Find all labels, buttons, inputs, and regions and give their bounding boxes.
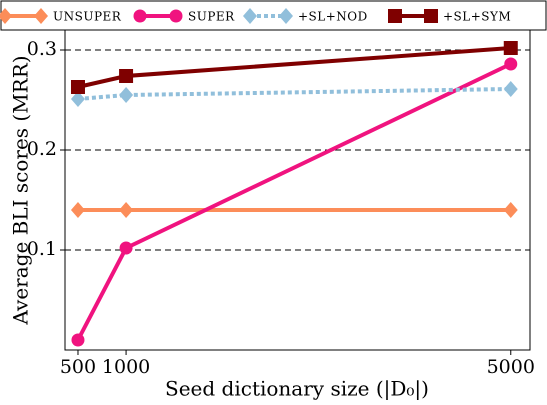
data-point	[119, 69, 134, 83]
series-line	[76, 62, 512, 341]
x-tick-label: 500	[60, 356, 96, 378]
y-tick-label: 0.2	[27, 138, 57, 160]
data-point	[70, 80, 85, 94]
y-axis-label: Average BLI scores (MRR)	[9, 55, 33, 325]
legend-marker	[388, 9, 402, 23]
x-axis-label: Seed dictionary size (|D₀|)	[165, 377, 429, 402]
legend-marker	[0, 8, 12, 24]
data-point	[503, 81, 518, 97]
legend-marker	[243, 8, 257, 24]
data-point	[70, 202, 85, 218]
y-tick-label: 0.1	[27, 238, 57, 260]
series-line	[77, 46, 511, 89]
legend-label: +SL+NOD	[298, 10, 368, 24]
legend-marker	[133, 9, 147, 23]
legend-label: UNSUPER	[53, 10, 122, 24]
legend-marker	[34, 8, 48, 24]
legend-label: +SL+SYM	[443, 10, 511, 24]
data-point	[504, 57, 518, 71]
data-point	[119, 241, 133, 255]
x-tick-label: 1000	[102, 356, 150, 378]
series-line	[77, 87, 511, 101]
plot-frame	[64, 29, 531, 351]
legend-label: SUPER	[188, 10, 235, 24]
data-point	[119, 87, 134, 103]
legend-marker	[169, 9, 183, 23]
data-point	[70, 91, 85, 107]
data-point	[71, 333, 85, 347]
data-point	[119, 202, 134, 218]
data-point	[503, 202, 518, 218]
data-point	[503, 41, 518, 55]
legend-marker	[424, 9, 438, 23]
legend-marker	[279, 8, 293, 24]
y-tick-label: 0.3	[27, 38, 57, 60]
x-tick-label: 5000	[487, 356, 535, 378]
